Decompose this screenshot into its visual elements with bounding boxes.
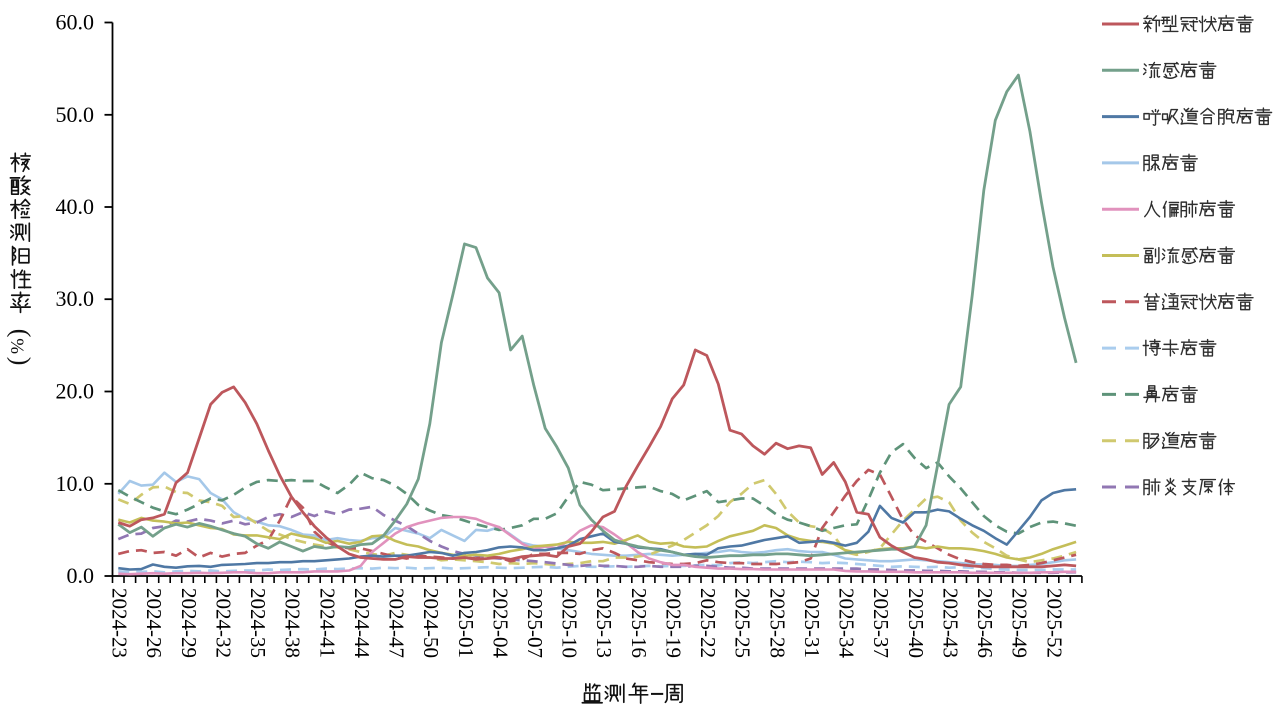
svg-text:): )	[7, 357, 36, 366]
svg-text:30.0: 30.0	[56, 286, 95, 311]
svg-text:(: (	[7, 329, 36, 338]
svg-text:2025-34: 2025-34	[835, 588, 859, 658]
svg-text:2025-40: 2025-40	[904, 588, 928, 658]
svg-text:2025-13: 2025-13	[592, 588, 616, 658]
svg-text:0.0: 0.0	[67, 563, 95, 588]
svg-text:10.0: 10.0	[56, 471, 95, 496]
svg-text:2025-07: 2025-07	[523, 588, 547, 658]
svg-text:2024-26: 2024-26	[142, 588, 166, 658]
svg-text:20.0: 20.0	[56, 379, 95, 404]
svg-text:60.0: 60.0	[56, 10, 95, 35]
svg-text:2025-43: 2025-43	[938, 588, 962, 658]
svg-text:2025-31: 2025-31	[800, 588, 824, 658]
svg-text:50.0: 50.0	[56, 102, 95, 127]
svg-text:2025-46: 2025-46	[973, 588, 997, 658]
svg-text:2024-41: 2024-41	[315, 588, 339, 658]
svg-text:2025-10: 2025-10	[558, 588, 582, 658]
svg-text:2024-29: 2024-29	[177, 588, 201, 658]
svg-text:2024-50: 2024-50	[419, 588, 443, 658]
svg-text:2024-35: 2024-35	[246, 588, 270, 658]
svg-text:2025-16: 2025-16	[627, 588, 651, 658]
svg-text:2025-04: 2025-04	[488, 588, 512, 658]
svg-text:2024-38: 2024-38	[281, 588, 305, 658]
svg-text:2025-01: 2025-01	[454, 588, 478, 658]
svg-text:2025-49: 2025-49	[1008, 588, 1032, 658]
svg-text:2025-25: 2025-25	[731, 588, 755, 658]
svg-text:2024-47: 2024-47	[385, 588, 409, 658]
svg-text:2025-19: 2025-19	[662, 588, 686, 658]
svg-text:2025-28: 2025-28	[765, 588, 789, 658]
svg-text:2025-37: 2025-37	[869, 588, 893, 658]
svg-text:%: %	[6, 338, 27, 354]
svg-text:2024-32: 2024-32	[211, 588, 235, 658]
svg-text:40.0: 40.0	[56, 194, 95, 219]
svg-text:2025-52: 2025-52	[1042, 588, 1066, 658]
svg-text:2025-22: 2025-22	[696, 588, 720, 658]
svg-text:2024-23: 2024-23	[108, 588, 132, 658]
svg-text:2024-44: 2024-44	[350, 588, 374, 658]
